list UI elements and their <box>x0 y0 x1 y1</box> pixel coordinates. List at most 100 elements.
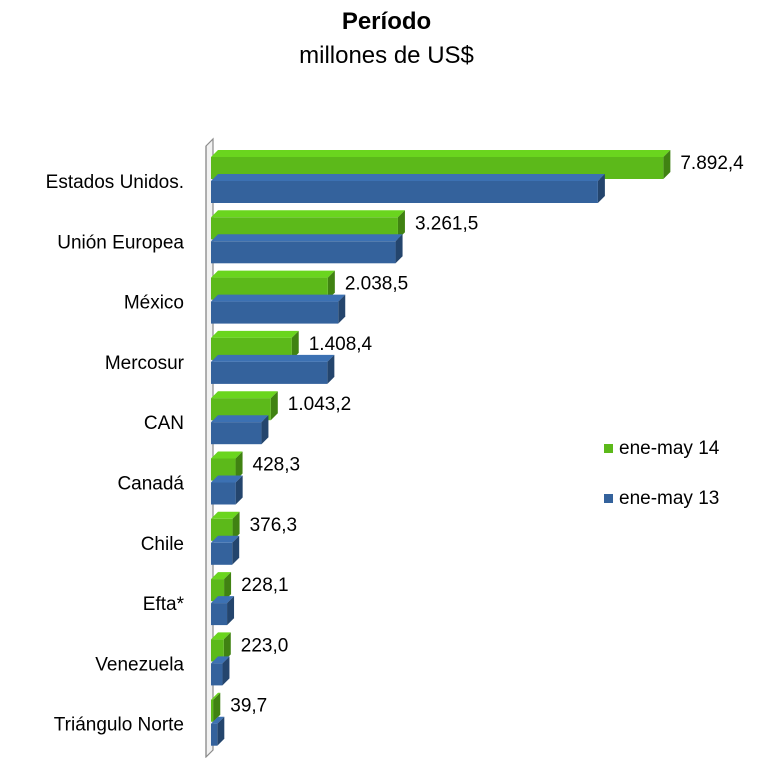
bar-ene-may-14-8 <box>211 632 231 662</box>
bar-side-face <box>235 451 243 481</box>
data-label: 228,1 <box>241 575 289 596</box>
data-label: 1.043,2 <box>288 394 351 415</box>
bar-front-face <box>211 603 228 626</box>
bar-top-face <box>211 234 403 242</box>
category-label: Triángulo Norte <box>54 715 184 736</box>
bar-front-face <box>211 639 224 662</box>
bar-side-face <box>397 210 405 240</box>
bar-top-face <box>211 511 240 519</box>
bar-side-face <box>261 415 269 445</box>
bar-side-face <box>227 596 235 626</box>
bar-ene-may-14-2 <box>211 270 335 300</box>
bar-side-face <box>223 632 231 662</box>
bar-top-face <box>211 716 225 724</box>
bar-top-face <box>211 415 269 423</box>
legend: ene-may 14 ene-may 13 <box>604 438 720 509</box>
bar-top-face <box>211 294 346 302</box>
category-label: Efta* <box>143 594 185 615</box>
bar-ene-may-14-5 <box>211 451 243 481</box>
bar-side-face <box>217 716 225 746</box>
data-label: 3.261,5 <box>415 213 478 234</box>
bar-ene-may-13-6 <box>211 535 240 565</box>
bar-side-face <box>327 270 335 300</box>
bar-front-face <box>211 663 223 686</box>
bar-side-face <box>232 535 240 565</box>
bar-ene-may-14-1 <box>211 210 405 240</box>
bar-front-face <box>211 699 214 722</box>
bar-top-face <box>211 451 243 459</box>
chart-title: Período <box>341 8 432 35</box>
chart-subtitle: millones de US$ <box>299 42 474 69</box>
bar-ene-may-13-2 <box>211 294 346 324</box>
data-label: 376,3 <box>250 515 298 536</box>
legend-label: ene-may 13 <box>619 488 719 509</box>
bar-front-face <box>211 301 339 324</box>
category-label: Chile <box>141 534 184 555</box>
data-label: 7.892,4 <box>680 153 744 174</box>
bar-ene-may-13-1 <box>211 234 403 264</box>
bar-front-face <box>211 579 225 602</box>
bar-top-face <box>211 632 231 640</box>
bar-ene-may-13-3 <box>211 354 335 384</box>
bar-side-face <box>222 656 230 686</box>
bar-ene-may-14-3 <box>211 330 299 360</box>
bar-front-face <box>211 482 236 505</box>
bar-ene-may-14-4 <box>211 391 278 421</box>
bar-top-face <box>211 535 240 543</box>
bars <box>211 150 671 746</box>
category-labels: Estados Unidos. Unión Europea México Mercos… <box>46 172 185 736</box>
legend-swatch <box>604 444 613 453</box>
category-label: Venezuela <box>95 654 184 675</box>
category-label: CAN <box>144 413 184 434</box>
bar-ene-may-13-9 <box>211 716 225 746</box>
bar-front-face <box>211 723 218 746</box>
bar-ene-may-14-7 <box>211 572 232 602</box>
bar-top-face <box>211 150 671 157</box>
bar-front-face <box>211 398 271 421</box>
bar-side-face <box>213 692 221 722</box>
bar-ene-may-13-8 <box>211 656 230 686</box>
legend-label: ene-may 14 <box>619 438 720 459</box>
bar-front-face <box>211 241 396 264</box>
bar-side-face <box>327 354 335 384</box>
bar-ene-may-13-5 <box>211 475 243 505</box>
bar-front-face <box>211 217 398 240</box>
bar-front-face <box>211 542 233 565</box>
category-label: Unión Europea <box>57 232 184 253</box>
data-label: 2.038,5 <box>345 274 408 295</box>
data-labels: 7.892,4 3.261,5 2.038,5 1.408,4 1.043,2 428,3… <box>230 153 744 717</box>
bar-front-face <box>211 277 328 300</box>
bar-ene-may-13-0 <box>211 174 605 203</box>
bar-front-face <box>211 422 262 445</box>
bar-top-face <box>211 354 335 362</box>
data-label: 223,0 <box>241 635 289 656</box>
legend-swatch <box>604 494 613 503</box>
data-label: 428,3 <box>253 455 301 476</box>
bar-ene-may-13-7 <box>211 596 235 626</box>
category-label: Mercosur <box>105 353 185 374</box>
bar-side-face <box>235 475 243 505</box>
bar-side-face <box>270 391 278 421</box>
category-label: Estados Unidos. <box>46 172 184 193</box>
bar-top-face <box>211 330 299 338</box>
bar-side-face <box>291 330 299 360</box>
bar-top-face <box>211 270 335 278</box>
bar-top-face <box>211 391 278 399</box>
bar-top-face <box>211 656 230 664</box>
bar-top-face <box>211 596 235 604</box>
data-label: 39,7 <box>230 696 267 717</box>
bar-top-face <box>211 572 232 580</box>
bar-front-face <box>211 458 236 481</box>
bar-front-face <box>211 181 598 203</box>
bar-side-face <box>232 511 240 541</box>
bar-top-face <box>211 174 605 181</box>
bar-front-face <box>211 518 233 541</box>
bar-side-face <box>597 174 605 203</box>
bar-side-face <box>224 572 232 602</box>
bar-top-face <box>211 475 243 483</box>
bar-front-face <box>211 157 664 179</box>
bar-side-face <box>338 294 346 324</box>
bar-side-face <box>395 234 403 264</box>
bar-front-face <box>211 337 292 360</box>
